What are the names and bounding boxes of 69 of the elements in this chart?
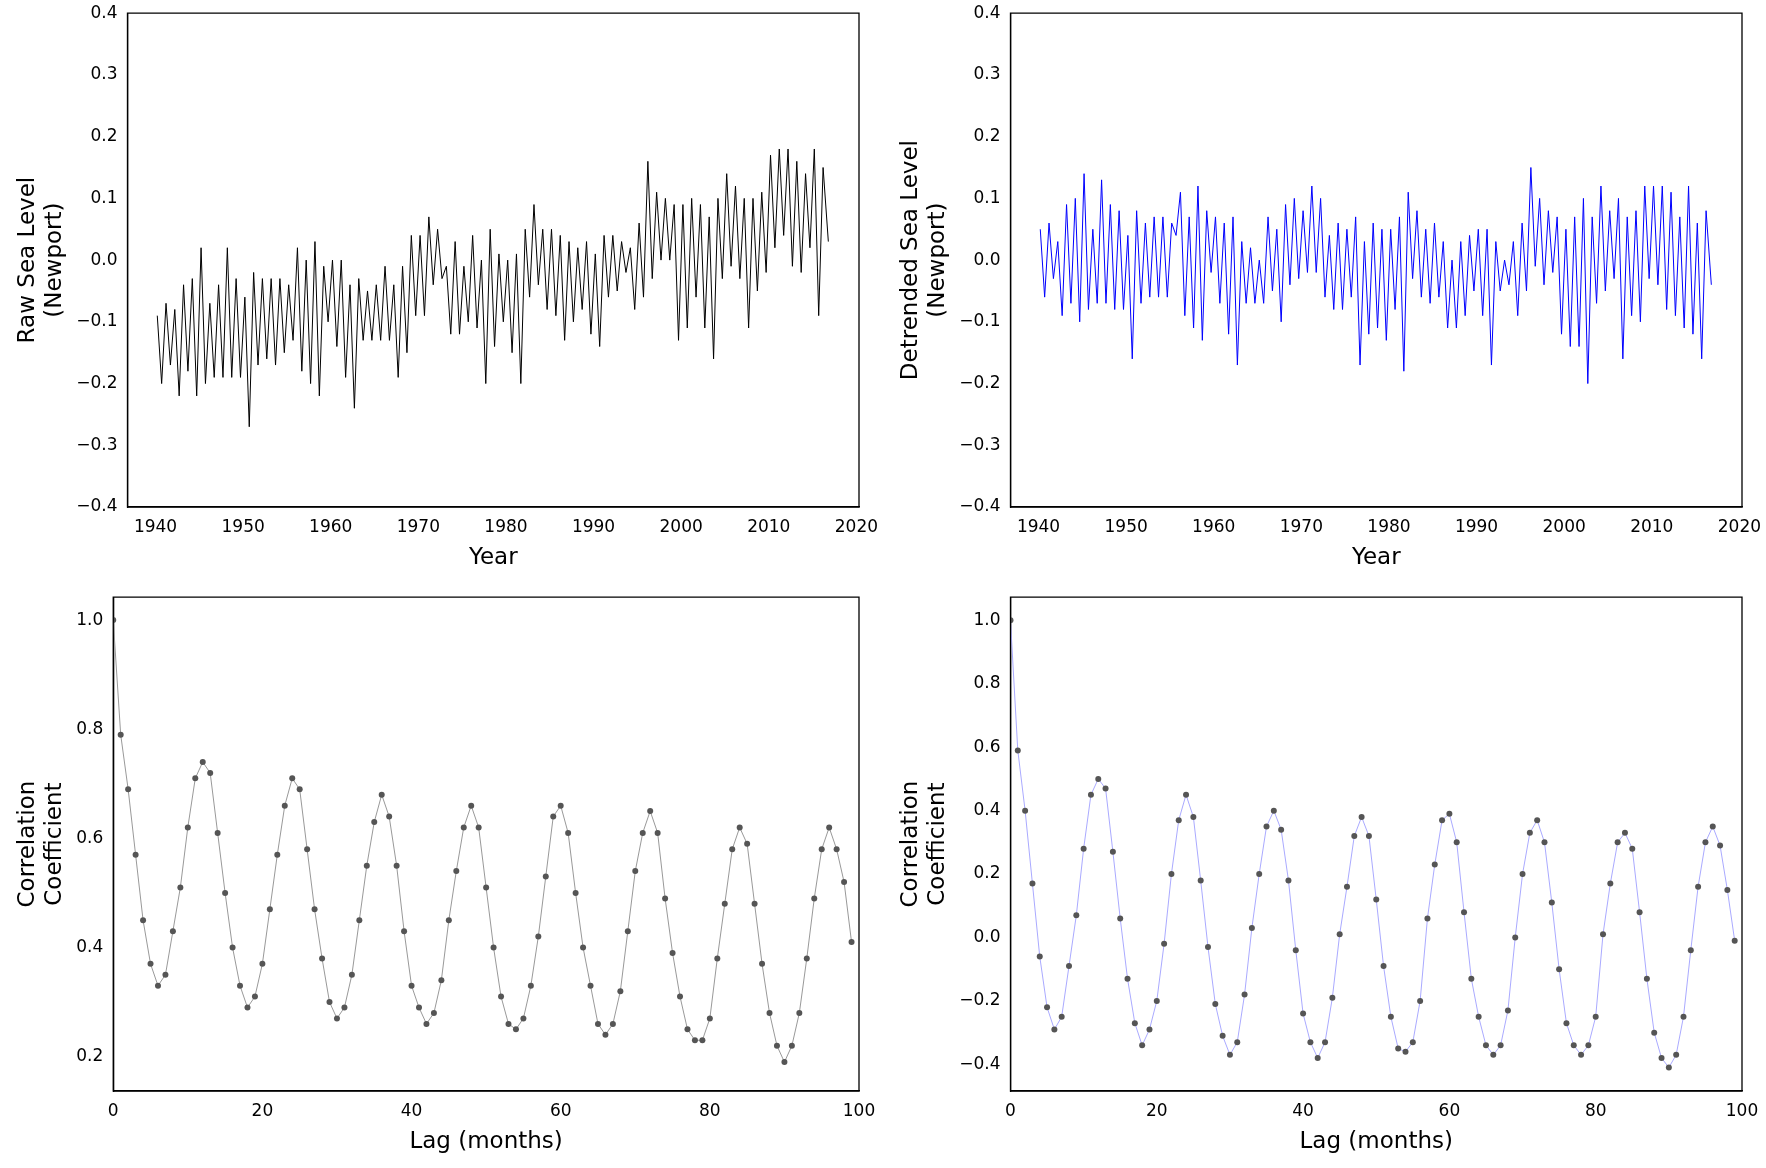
y-tick-label: 0.1 [973,186,1001,207]
x-tick-label: 1950 [221,515,265,536]
x-tick-label: 1960 [309,515,353,536]
x-tick-label: 40 [400,1099,423,1120]
y-tick-label: 0.0 [973,925,1001,946]
x-tick-label: 1970 [396,515,440,536]
x-tick-label: 0 [107,1099,119,1120]
y-tick-label: 0.3 [973,63,1001,84]
y-axis-title: Correlation Coefficient [12,780,67,908]
y-tick-label: 0.1 [90,186,118,207]
x-tick-label: 2000 [659,515,703,536]
y-tick-label: 0.6 [76,826,104,847]
y-tick-label: 1.0 [973,608,1001,629]
x-tick-label: 20 [251,1099,274,1120]
y-tick-label: −0.1 [76,310,118,331]
y-tick-label: 0.4 [973,799,1001,820]
x-tick-label: 1970 [1279,515,1323,536]
x-axis-title: Lag (months) [1299,1127,1453,1154]
x-tick-label: 2010 [1630,515,1674,536]
x-axis-title: Year [467,543,519,570]
x-tick-label: 20 [1145,1099,1168,1120]
y-tick-label: −0.4 [76,495,118,516]
x-tick-label: 1940 [1016,515,1061,536]
y-tick-label: −0.1 [959,310,1001,331]
x-tick-label: 0 [1005,1099,1016,1120]
y-tick-label: 0.3 [90,63,118,84]
y-tick-label: 0.4 [973,1,1001,22]
y-axis-title: Correlation Coefficient [895,780,950,908]
y-tick-label: −0.3 [76,433,118,454]
x-tick-label: 40 [1292,1099,1314,1120]
y-tick-label: −0.2 [959,371,1001,392]
x-tick-label: 2020 [834,515,878,536]
y-tick-label: 0.2 [973,862,1001,883]
y-axis-title: Detrended Sea Level (Newport) [895,140,950,381]
y-tick-label: 1.0 [76,608,104,629]
y-tick-label: 0.4 [90,1,118,22]
x-tick-label: 1940 [133,515,178,536]
y-tick-label: −0.4 [959,495,1001,516]
x-tick-label: 1950 [1104,515,1148,536]
x-tick-label: 80 [1584,1099,1607,1120]
y-tick-label: −0.3 [959,433,1001,454]
x-tick-label: 1980 [1367,515,1411,536]
y-tick-label: 0.2 [76,1045,104,1066]
x-tick-label: 60 [549,1099,572,1120]
y-tick-label: 0.2 [90,125,118,146]
x-tick-label: 1990 [1454,515,1499,536]
x-tick-label: 2020 [1717,515,1761,536]
x-tick-label: 2010 [747,515,791,536]
y-tick-label: 0.8 [76,717,104,738]
y-axis-title: Raw Sea Level (Newport) [12,176,67,344]
y-tick-label: 0.4 [76,935,104,956]
x-tick-label: 1980 [484,515,528,536]
x-tick-label: 1960 [1192,515,1236,536]
x-axis-title: Year [1350,543,1402,570]
y-tick-label: 0.8 [973,672,1001,693]
y-tick-label: 0.0 [90,248,118,269]
y-tick-label: 0.0 [973,248,1001,269]
y-tick-label: 0.2 [973,125,1001,146]
y-tick-label: −0.4 [959,1052,1001,1073]
y-tick-label: −0.2 [76,371,118,392]
x-axis-title: Lag (months) [409,1127,563,1154]
x-tick-label: 1990 [571,515,616,536]
y-tick-label: −0.2 [959,989,1001,1010]
x-tick-label: 100 [1725,1099,1759,1120]
x-tick-label: 80 [699,1099,721,1120]
x-tick-label: 60 [1438,1099,1461,1120]
x-tick-label: 100 [842,1099,876,1120]
y-tick-label: 0.6 [973,735,1001,756]
x-tick-label: 2000 [1542,515,1586,536]
